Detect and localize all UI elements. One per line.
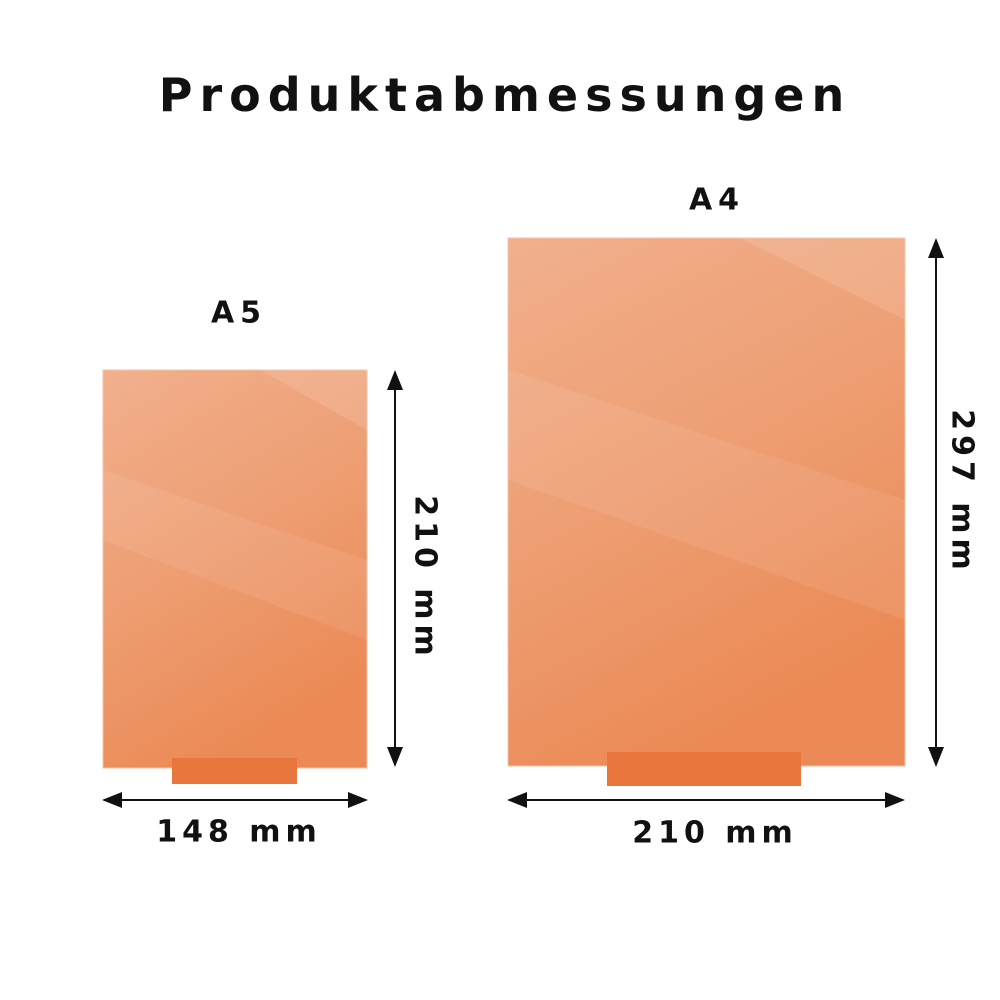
page-title: Produktabmessungen — [158, 68, 852, 122]
a5-height-label: 210 mm — [407, 495, 443, 661]
a5-panel — [102, 369, 368, 769]
a5-stand — [172, 758, 297, 784]
a5-label: A5 — [210, 295, 268, 331]
a4-stand — [607, 752, 801, 786]
a4-panel — [507, 237, 906, 767]
a4-width-label: 210 mm — [632, 815, 798, 851]
a4-label: A4 — [688, 182, 746, 218]
a4-height-label: 297 mm — [944, 409, 980, 575]
a5-width-label: 148 mm — [156, 814, 322, 850]
